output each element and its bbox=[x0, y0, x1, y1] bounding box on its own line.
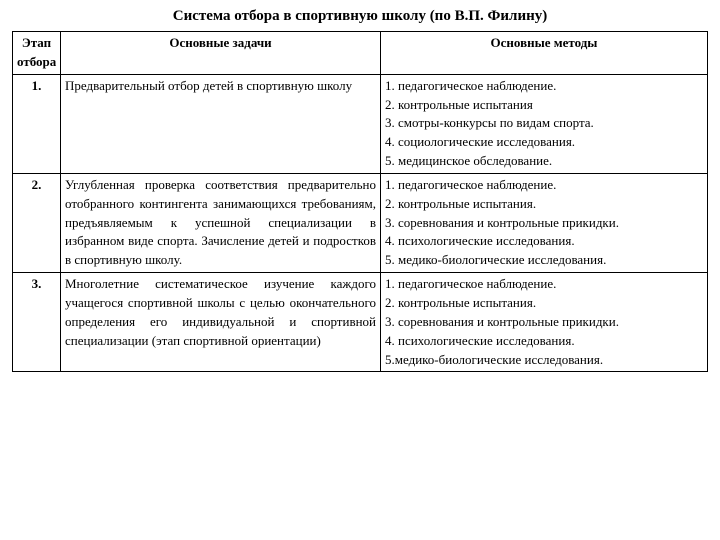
tasks-cell: Предварительный отбор детей в спортивную… bbox=[61, 74, 381, 173]
page-title: Система отбора в спортивную школу (по В.… bbox=[12, 8, 708, 25]
methods-cell: 1. педагогическое наблюдение.2. контроль… bbox=[381, 74, 708, 173]
method-line: 1. педагогическое наблюдение. bbox=[385, 77, 703, 96]
tasks-cell: Углубленная проверка соответствия предва… bbox=[61, 173, 381, 272]
stage-cell: 1. bbox=[13, 74, 61, 173]
method-line: 4. психологические исследования. bbox=[385, 232, 703, 251]
method-line: 3. соревнования и контрольные прикидки. bbox=[385, 313, 703, 332]
method-line: 2. контрольные испытания. bbox=[385, 294, 703, 313]
table-row: 3.Многолетние систематическое изучение к… bbox=[13, 273, 708, 372]
table-header-row: Этап отбора Основные задачи Основные мет… bbox=[13, 32, 708, 75]
method-line: 5. медико-биологические исследования. bbox=[385, 251, 703, 270]
method-line: 4. социологические исследования. bbox=[385, 133, 703, 152]
method-line: 3. соревнования и контрольные прикидки. bbox=[385, 214, 703, 233]
tasks-cell: Многолетние систематическое изучение каж… bbox=[61, 273, 381, 372]
stage-cell: 2. bbox=[13, 173, 61, 272]
header-methods: Основные методы bbox=[381, 32, 708, 75]
method-line: 2. контрольные испытания bbox=[385, 96, 703, 115]
methods-cell: 1. педагогическое наблюдение.2. контроль… bbox=[381, 173, 708, 272]
header-stage: Этап отбора bbox=[13, 32, 61, 75]
method-line: 1. педагогическое наблюдение. bbox=[385, 275, 703, 294]
stage-cell: 3. bbox=[13, 273, 61, 372]
method-line: 5.медико-биологические исследования. bbox=[385, 351, 703, 370]
method-line: 3. смотры-конкурсы по видам спорта. bbox=[385, 114, 703, 133]
method-line: 1. педагогическое наблюдение. bbox=[385, 176, 703, 195]
method-line: 5. медицинское обследование. bbox=[385, 152, 703, 171]
table-row: 2.Углубленная проверка соответствия пред… bbox=[13, 173, 708, 272]
header-tasks: Основные задачи bbox=[61, 32, 381, 75]
table-body: 1.Предварительный отбор детей в спортивн… bbox=[13, 74, 708, 372]
method-line: 2. контрольные испытания. bbox=[385, 195, 703, 214]
methods-cell: 1. педагогическое наблюдение.2. контроль… bbox=[381, 273, 708, 372]
method-line: 4. психологические исследования. bbox=[385, 332, 703, 351]
table-row: 1.Предварительный отбор детей в спортивн… bbox=[13, 74, 708, 173]
selection-table: Этап отбора Основные задачи Основные мет… bbox=[12, 31, 708, 372]
